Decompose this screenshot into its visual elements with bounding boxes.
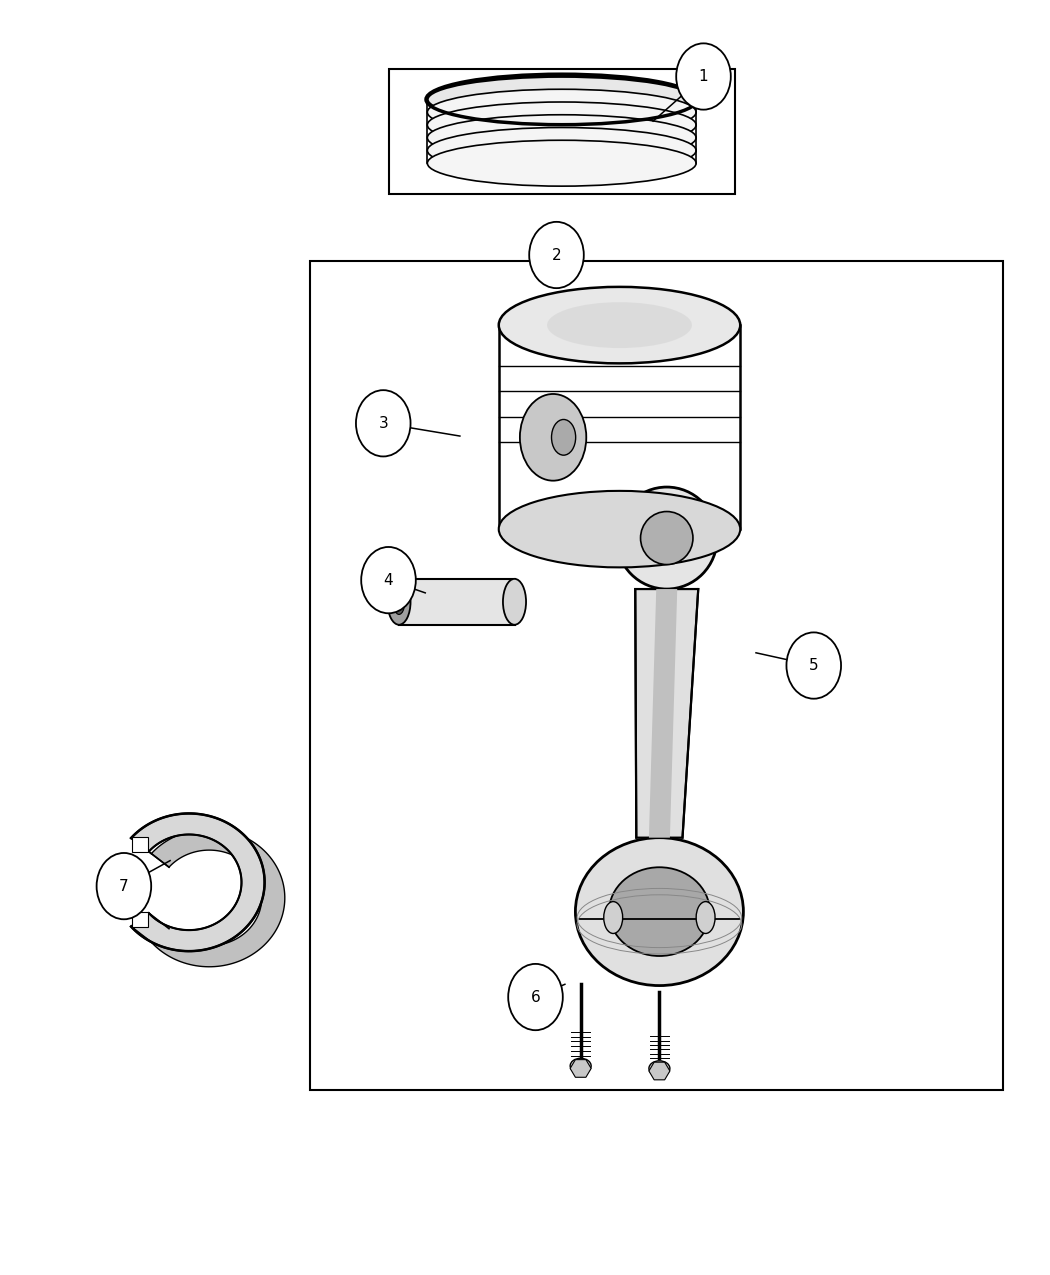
Text: 7: 7: [119, 878, 129, 894]
Circle shape: [786, 632, 841, 699]
Ellipse shape: [609, 867, 710, 956]
Circle shape: [97, 853, 151, 919]
Bar: [388, 69, 735, 194]
Polygon shape: [649, 589, 677, 838]
Ellipse shape: [551, 419, 575, 455]
Ellipse shape: [575, 838, 743, 986]
Ellipse shape: [503, 579, 526, 625]
Ellipse shape: [499, 287, 740, 363]
Ellipse shape: [640, 511, 693, 565]
Ellipse shape: [427, 128, 696, 173]
Text: 4: 4: [383, 572, 394, 588]
Bar: [310, 261, 1003, 1090]
Circle shape: [361, 547, 416, 613]
Ellipse shape: [393, 589, 405, 615]
Ellipse shape: [499, 491, 740, 567]
Ellipse shape: [570, 1058, 591, 1074]
Ellipse shape: [427, 76, 696, 122]
Ellipse shape: [616, 487, 717, 589]
Polygon shape: [635, 589, 698, 838]
Polygon shape: [131, 813, 265, 951]
Circle shape: [356, 390, 411, 456]
Bar: [131, 912, 148, 927]
Circle shape: [676, 43, 731, 110]
Polygon shape: [570, 1060, 591, 1077]
Ellipse shape: [649, 1061, 670, 1076]
Ellipse shape: [427, 115, 696, 161]
Ellipse shape: [520, 394, 586, 481]
Ellipse shape: [427, 102, 696, 148]
Text: 1: 1: [698, 69, 709, 84]
Ellipse shape: [696, 901, 715, 933]
Polygon shape: [649, 1062, 670, 1080]
Text: 5: 5: [808, 658, 819, 673]
Ellipse shape: [604, 901, 623, 933]
Ellipse shape: [427, 89, 696, 135]
Text: 2: 2: [551, 247, 562, 263]
Text: 3: 3: [378, 416, 388, 431]
Ellipse shape: [547, 302, 692, 348]
Ellipse shape: [427, 140, 696, 186]
Bar: [131, 838, 148, 853]
Polygon shape: [399, 579, 514, 625]
Circle shape: [508, 964, 563, 1030]
Polygon shape: [151, 829, 285, 966]
Circle shape: [529, 222, 584, 288]
Text: 6: 6: [530, 989, 541, 1005]
Ellipse shape: [387, 579, 411, 625]
